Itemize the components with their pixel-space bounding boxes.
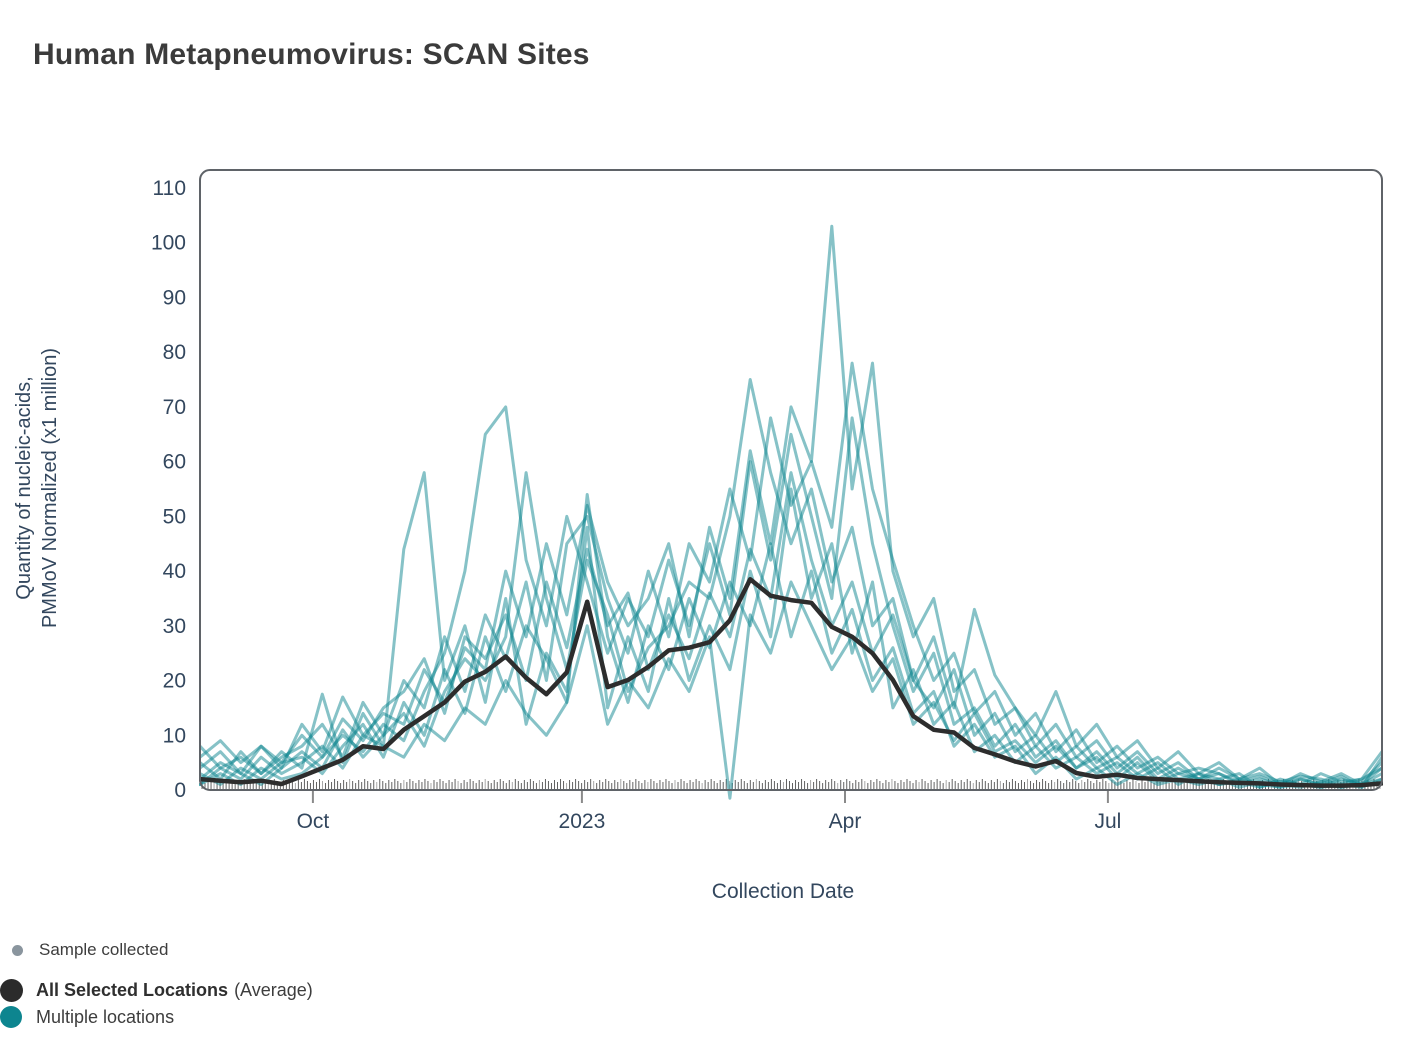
- average-line: [199, 577, 1383, 788]
- sample-collected-dot-icon: [12, 944, 23, 956]
- series-lines: [199, 224, 1383, 800]
- y-tick-label: 50: [163, 505, 186, 528]
- legend-average-suffix: (Average): [234, 980, 313, 1000]
- legend-item-sample-collected: Sample collected: [12, 940, 168, 960]
- y-tick-label: 70: [163, 396, 186, 419]
- x-axis-title: Collection Date: [712, 880, 854, 903]
- hmpv-line-chart: Oct 2023 Apr Jul 0 10 20 30 40 50 60 70 80 90 100 110 Qu…: [13, 169, 1383, 903]
- y-tick-label: 90: [163, 286, 186, 309]
- average-dot-icon: [0, 979, 23, 1002]
- location-line: [199, 361, 1383, 789]
- y-tick-label: 80: [163, 341, 186, 364]
- location-line: [199, 580, 1383, 800]
- y-tick-label: 60: [163, 451, 186, 474]
- multiple-locations-dot-icon: [0, 1006, 22, 1028]
- y-tick-label: 30: [163, 615, 186, 638]
- x-tick-label: Jul: [1094, 810, 1121, 833]
- x-tick-label: Oct: [297, 810, 330, 833]
- location-line: [199, 471, 1383, 786]
- y-axis-title: Quantity of nucleic-acids, PMMoV Normaliz…: [13, 348, 61, 628]
- location-line: [199, 224, 1383, 786]
- page-title: Human Metapneumovirus: SCAN Sites: [33, 38, 590, 71]
- legend-item-multiple-locations: Multiple locations: [0, 1006, 174, 1028]
- x-tick-label: 2023: [559, 810, 606, 833]
- y-tick-label: 20: [163, 670, 186, 693]
- legend-sample-label: Sample collected: [39, 940, 169, 959]
- y-axis: 0 10 20 30 40 50 60 70 80 90 100 110: [151, 177, 186, 802]
- legend-item-average: All Selected Locations (Average): [0, 979, 313, 1002]
- y-tick-label: 10: [163, 724, 186, 747]
- plot-border: [199, 169, 1383, 791]
- legend-locations-label: Multiple locations: [36, 1006, 175, 1027]
- x-tick-label: Apr: [829, 810, 862, 833]
- y-tick-label: 110: [153, 177, 186, 200]
- location-line: [199, 405, 1383, 789]
- y-tick-label: 40: [163, 560, 186, 583]
- legend-average-label: All Selected Locations: [36, 980, 229, 1000]
- x-axis: Oct 2023 Apr Jul: [297, 791, 1121, 833]
- y-tick-label: 0: [174, 779, 186, 802]
- y-tick-label: 100: [151, 232, 186, 255]
